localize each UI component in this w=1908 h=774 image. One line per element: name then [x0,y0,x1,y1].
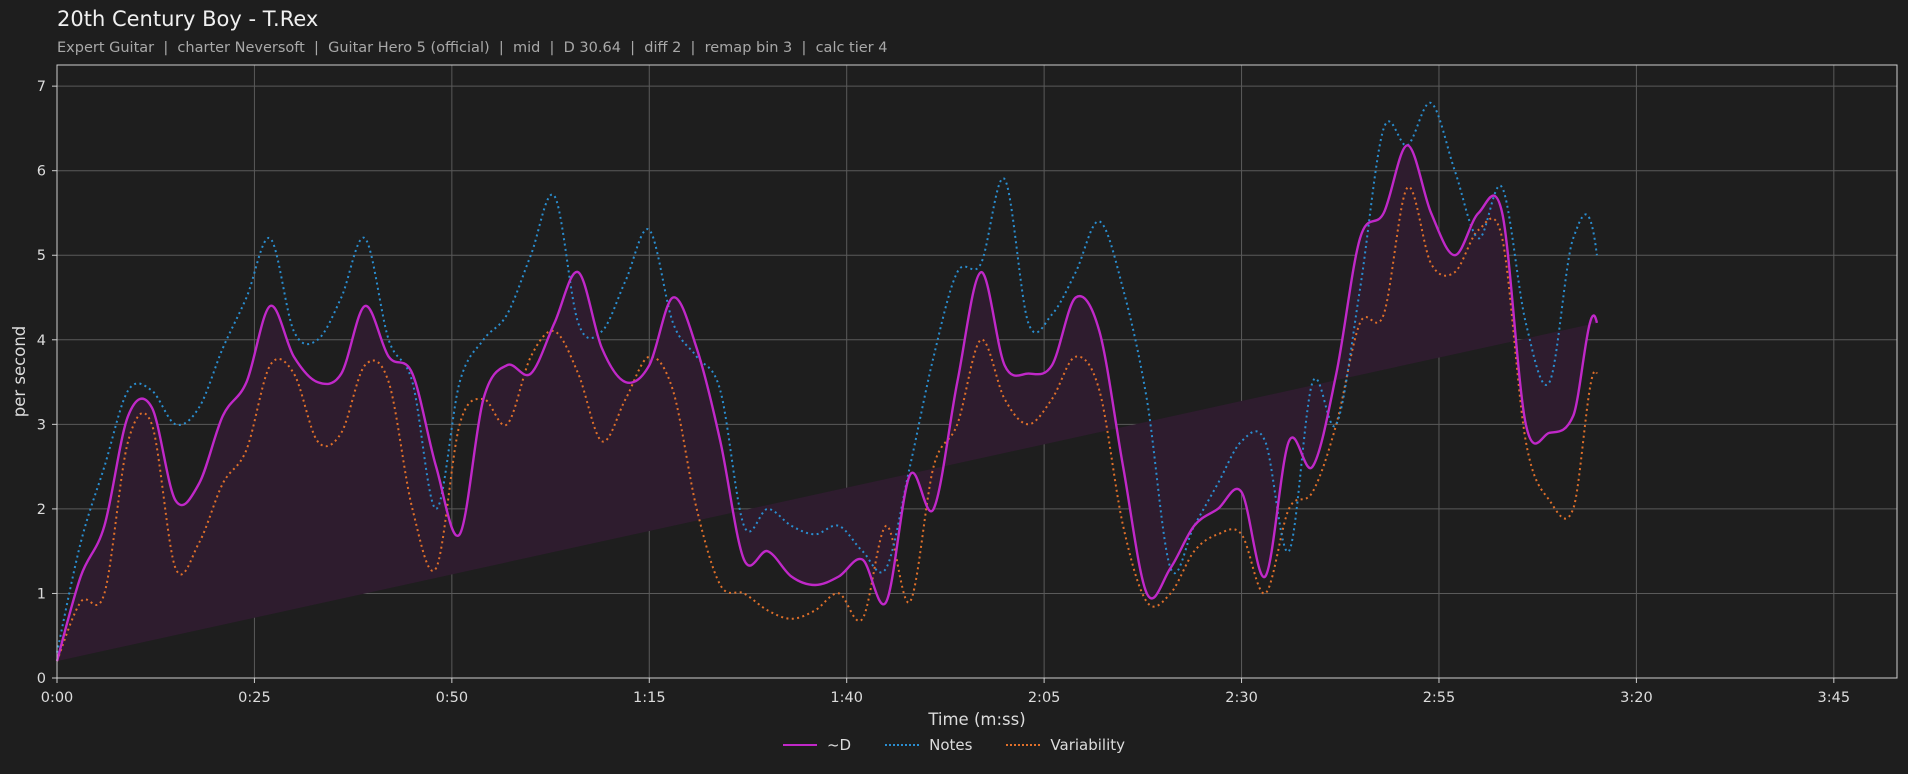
x-axis-label: Time (m:ss) [927,710,1025,729]
legend-label-variability: Variability [1050,736,1126,754]
chart-title: 20th Century Boy - T.Rex [57,7,319,31]
legend-label-notes: Notes [929,736,973,754]
x-tick-label: 3:20 [1620,690,1653,706]
x-tick-label: 1:15 [633,690,666,706]
y-tick-label: 4 [37,333,46,349]
x-tick-label: 0:25 [238,690,271,706]
series-variability-line [56,186,1598,662]
legend-item-notes: Notes [885,736,972,754]
y-tick-label: 3 [37,417,46,433]
y-axis-label: per second [10,326,29,418]
x-tick-label: 0:00 [41,690,74,706]
legend-label-d: ~D [826,736,852,754]
y-tick-label: 5 [37,248,46,264]
series-lines [55,101,1599,662]
x-tick-label: 2:30 [1225,690,1258,706]
grid-lines [57,65,1897,678]
legend-swatch-d [782,744,817,746]
y-tick-label: 7 [37,79,46,95]
x-tick-label: 1:40 [830,690,863,706]
legend-swatch-variability [1006,744,1041,746]
series-d-line [55,144,1599,662]
x-axis-ticks: 0:00 0:25 0:50 1:15 1:40 2:05 2:30 2:55 3:20 3:45 [41,678,1850,706]
x-tick-label: 2:05 [1028,690,1061,706]
y-tick-label: 6 [37,164,46,180]
series-d-area [57,145,1597,662]
legend-item-d: ~D [782,736,852,754]
x-tick-label: 2:55 [1423,690,1456,706]
y-tick-label: 2 [37,502,46,518]
chart-subtitle: Expert Guitar | charter Neversoft | Guit… [57,40,888,56]
x-tick-label: 0:50 [436,690,469,706]
legend: ~D Notes Variability [0,736,1908,754]
area-fill [57,145,1597,662]
legend-swatch-notes [885,744,920,746]
plot-frame [56,64,1898,679]
y-axis-ticks: 0 1 2 3 4 5 6 7 [37,79,57,687]
legend-item-variability: Variability [1006,736,1125,754]
x-tick-label: 3:45 [1818,690,1851,706]
y-tick-label: 0 [37,671,46,687]
y-tick-label: 1 [37,586,46,602]
